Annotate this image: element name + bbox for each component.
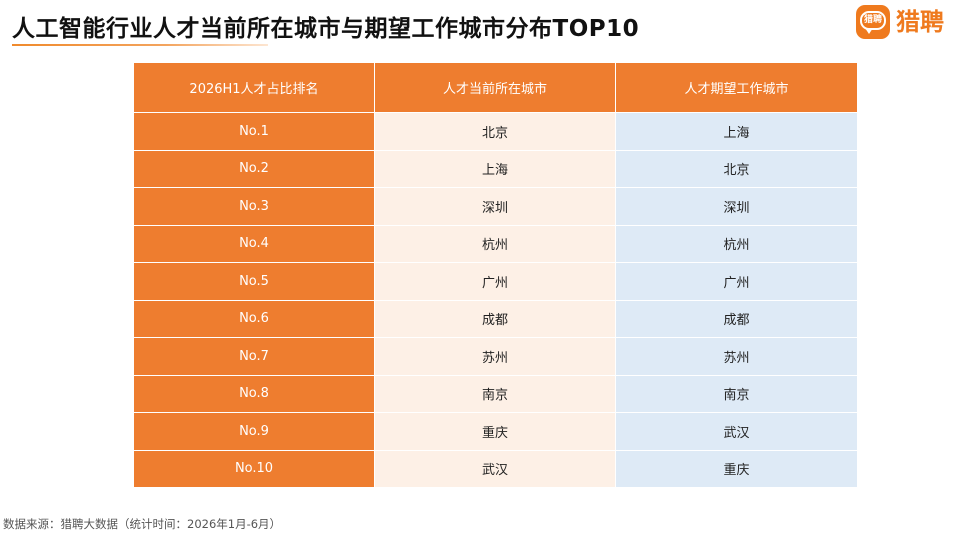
current-city-cell: 杭州 <box>374 224 616 263</box>
page-title: 人工智能行业人才当前所在城市与期望工作城市分布TOP10 <box>12 16 640 42</box>
rank-cell: No.1 <box>133 112 375 151</box>
current-city-cell: 武汉 <box>374 449 616 488</box>
table-row: No.9 重庆 武汉 <box>133 412 858 451</box>
rank-cell: No.10 <box>133 449 375 488</box>
current-city-cell: 深圳 <box>374 187 616 226</box>
current-city-cell: 北京 <box>374 112 616 151</box>
expected-city-cell: 深圳 <box>615 187 858 226</box>
table-row: No.7 苏州 苏州 <box>133 337 858 376</box>
expected-city-cell: 南京 <box>615 374 858 413</box>
current-city-cell: 广州 <box>374 262 616 301</box>
liepin-logo: 猎聘 猎聘 <box>856 5 954 41</box>
rank-cell: No.3 <box>133 187 375 226</box>
table-row: No.10 武汉 重庆 <box>133 449 858 488</box>
speech-bubble-tail-icon <box>865 28 873 34</box>
expected-city-cell: 重庆 <box>615 449 858 488</box>
rank-cell: No.7 <box>133 337 375 376</box>
data-source-note: 数据来源：猎聘大数据（统计时间：2026年1月-6月） <box>3 517 282 531</box>
expected-city-cell: 武汉 <box>615 412 858 451</box>
table-row: No.3 深圳 深圳 <box>133 187 858 226</box>
current-city-cell: 成都 <box>374 299 616 338</box>
city-ranking-table: 2026H1人才占比排名 人才当前所在城市 人才期望工作城市 No.1 北京 上… <box>133 62 858 488</box>
rank-cell: No.4 <box>133 224 375 263</box>
rank-cell: No.9 <box>133 412 375 451</box>
rank-cell: No.6 <box>133 299 375 338</box>
expected-city-cell: 北京 <box>615 149 858 188</box>
table-header-row: 2026H1人才占比排名 人才当前所在城市 人才期望工作城市 <box>133 62 858 113</box>
table-row: No.5 广州 广州 <box>133 262 858 301</box>
table-row: No.6 成都 成都 <box>133 299 858 338</box>
table-row: No.4 杭州 杭州 <box>133 224 858 263</box>
expected-city-cell: 成都 <box>615 299 858 338</box>
expected-city-cell: 苏州 <box>615 337 858 376</box>
current-city-cell: 南京 <box>374 374 616 413</box>
table-row: No.1 北京 上海 <box>133 112 858 151</box>
rank-cell: No.8 <box>133 374 375 413</box>
current-city-cell: 重庆 <box>374 412 616 451</box>
current-city-cell: 苏州 <box>374 337 616 376</box>
logo-text: 猎聘 <box>896 8 944 36</box>
header-rank: 2026H1人才占比排名 <box>133 62 375 113</box>
table-row: No.2 上海 北京 <box>133 149 858 188</box>
current-city-cell: 上海 <box>374 149 616 188</box>
expected-city-cell: 广州 <box>615 262 858 301</box>
expected-city-cell: 杭州 <box>615 224 858 263</box>
expected-city-cell: 上海 <box>615 112 858 151</box>
header-current-city: 人才当前所在城市 <box>374 62 616 113</box>
logo-badge-text: 猎聘 <box>860 11 886 30</box>
logo-badge-icon: 猎聘 <box>856 5 890 39</box>
title-underline <box>12 44 268 46</box>
rank-cell: No.5 <box>133 262 375 301</box>
table-row: No.8 南京 南京 <box>133 374 858 413</box>
header-expected-city: 人才期望工作城市 <box>615 62 858 113</box>
rank-cell: No.2 <box>133 149 375 188</box>
